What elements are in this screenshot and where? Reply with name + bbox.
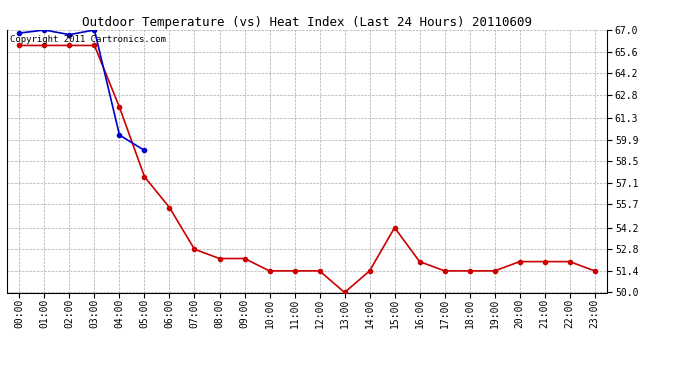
Text: Copyright 2011 Cartronics.com: Copyright 2011 Cartronics.com [10, 35, 166, 44]
Title: Outdoor Temperature (vs) Heat Index (Last 24 Hours) 20110609: Outdoor Temperature (vs) Heat Index (Las… [82, 16, 532, 29]
